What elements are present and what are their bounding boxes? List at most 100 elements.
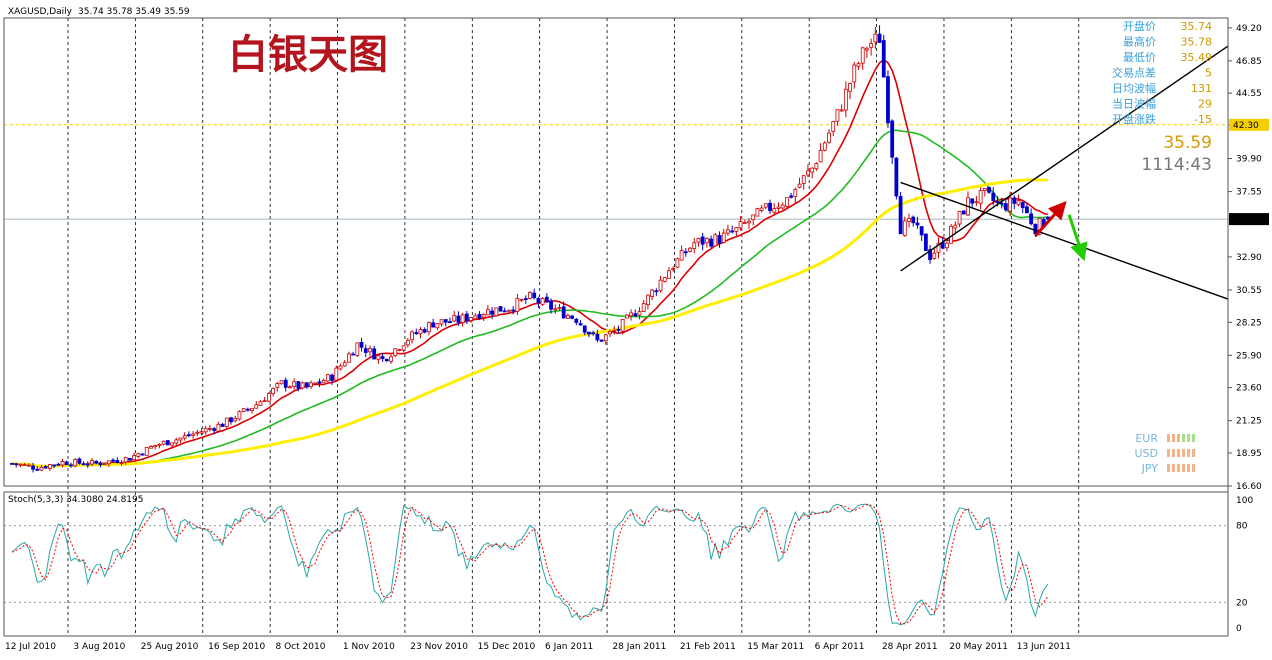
candle-body [865, 48, 869, 51]
candle-body [384, 358, 389, 362]
candle-body [667, 270, 671, 279]
candle-body [283, 379, 288, 388]
candle-body [553, 308, 558, 311]
strength-bar [1192, 434, 1195, 442]
currency-label: USD [1134, 447, 1158, 460]
candle-body [359, 342, 364, 348]
strength-bar [1167, 464, 1170, 472]
strength-bar [1192, 464, 1195, 472]
candle-body [427, 322, 431, 333]
ohlc-label: 35.74 35.78 35.49 35.59 [78, 7, 190, 17]
y-tick-label: 30.55 [1236, 286, 1262, 296]
candle-body [115, 460, 120, 463]
symbol-label: XAGUSD,Daily [8, 7, 73, 17]
candle-body [22, 464, 27, 466]
candle-body [431, 322, 436, 328]
info-value: 131 [1191, 82, 1212, 95]
arrow-up [1034, 201, 1067, 237]
candle-body [742, 222, 747, 224]
x-tick-label: 1 Nov 2010 [343, 642, 395, 652]
ma-red-line [11, 58, 1049, 468]
info-label: 交易点差 [1112, 66, 1156, 80]
candle-body [111, 459, 115, 462]
candle-body [418, 329, 423, 335]
candle-body [793, 188, 798, 197]
candle-body [852, 64, 857, 83]
x-tick-label: 28 Jan 2011 [612, 642, 666, 652]
y-tick-label: 49.20 [1236, 24, 1262, 34]
candle-body [435, 323, 440, 329]
level-tag-text: 42.30 [1233, 121, 1259, 131]
candle-body [1016, 200, 1021, 206]
candle-body [873, 33, 878, 43]
trendline-down [900, 181, 1229, 300]
candle-body [831, 121, 836, 132]
candle-body [363, 348, 368, 353]
candle-body [961, 210, 966, 215]
candle-body [296, 381, 301, 389]
candle-body [342, 362, 347, 367]
x-tick-label: 13 Jun 2011 [1017, 642, 1071, 652]
x-tick-label: 6 Apr 2011 [815, 642, 865, 652]
candle-body [894, 157, 899, 197]
info-value: -15 [1194, 113, 1212, 126]
strength-bar [1172, 449, 1175, 457]
strength-bar [1182, 464, 1185, 472]
candle-body [848, 83, 852, 92]
stoch-y-tick: 0 [1236, 624, 1242, 634]
candle-body [414, 332, 419, 335]
candle-body [801, 175, 806, 184]
candle-body [330, 374, 334, 381]
candle-body [1012, 197, 1017, 204]
strength-bar [1172, 464, 1175, 472]
candle-body [220, 423, 225, 427]
x-tick-label: 25 Aug 2010 [141, 642, 199, 652]
candle-body [31, 465, 35, 470]
candle-body [507, 309, 511, 312]
candle-body [856, 63, 861, 67]
candle-body [191, 433, 195, 436]
candle-body [620, 318, 625, 332]
candle-body [608, 331, 612, 335]
candle-body [26, 464, 31, 467]
candle-body [915, 222, 920, 226]
candle-body [43, 466, 48, 469]
x-tick-label: 23 Nov 2010 [410, 642, 468, 652]
candle-body [380, 356, 385, 360]
x-tick-label: 21 Feb 2011 [680, 642, 736, 652]
candle-body [355, 342, 360, 356]
candle-body [877, 33, 882, 43]
candle-body [153, 445, 158, 448]
candle-body [464, 313, 469, 322]
candle-body [279, 380, 284, 385]
candle-body [528, 292, 532, 299]
candle-body [688, 247, 692, 252]
candle-body [763, 203, 768, 208]
strength-bar [1182, 449, 1185, 457]
info-panel: 开盘价 35.74 最高价 35.78 最低价 35.49 交易点差 5 日均波幅 131 当日波幅… [1112, 19, 1212, 475]
info-label: 日均波幅 [1112, 82, 1156, 95]
candle-body [208, 427, 212, 430]
candle-body [338, 365, 343, 370]
candle-body [886, 76, 890, 124]
last-price-tag-text: 35.59 [1233, 215, 1259, 225]
candle-body [692, 242, 697, 249]
candle-body [974, 201, 979, 204]
x-tick-label: 12 Jul 2010 [5, 642, 56, 652]
candle-body [1008, 197, 1012, 212]
y-tick-label: 25.90 [1236, 351, 1262, 361]
strength-bar [1187, 449, 1190, 457]
candle-body [978, 190, 983, 204]
candle-body [401, 345, 406, 351]
candle-body [995, 201, 1000, 203]
stoch-y-tick: 20 [1236, 598, 1248, 608]
info-value: 35.78 [1181, 36, 1213, 49]
candle-body [165, 440, 170, 446]
candle-body [646, 294, 650, 306]
candle-body [814, 163, 819, 170]
strength-bar [1177, 464, 1180, 472]
candle-body [90, 460, 94, 465]
strength-bar [1172, 434, 1175, 442]
candle-body [389, 356, 393, 362]
candle-body [700, 236, 705, 245]
